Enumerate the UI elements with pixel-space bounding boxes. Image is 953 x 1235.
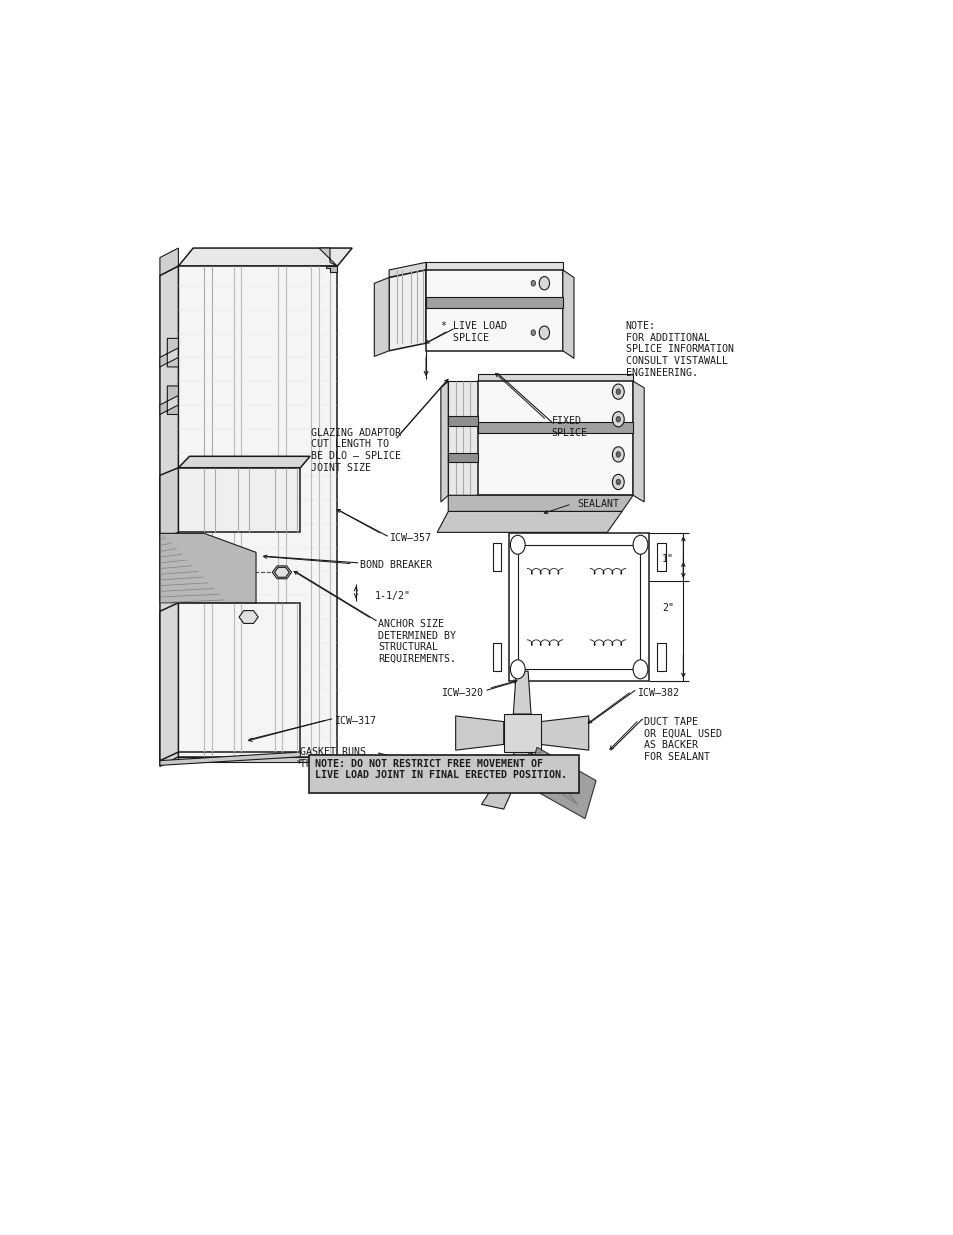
Polygon shape bbox=[448, 495, 633, 511]
Circle shape bbox=[616, 479, 619, 485]
Polygon shape bbox=[517, 545, 639, 669]
Polygon shape bbox=[477, 382, 633, 495]
Polygon shape bbox=[492, 642, 501, 672]
Polygon shape bbox=[272, 566, 292, 579]
Polygon shape bbox=[178, 266, 337, 757]
Polygon shape bbox=[448, 452, 477, 462]
Text: NOTE:
FOR ADDITIONAL
SPLICE INFORMATION
CONSULT VISTAWALL
ENGINEERING.: NOTE: FOR ADDITIONAL SPLICE INFORMATION … bbox=[625, 321, 733, 378]
Polygon shape bbox=[513, 672, 531, 714]
Text: ANCHOR SIZE
DETERMINED BY
STRUCTURAL
REQUIREMENTS.: ANCHOR SIZE DETERMINED BY STRUCTURAL REQ… bbox=[377, 619, 456, 663]
Polygon shape bbox=[178, 468, 300, 532]
Text: ICW–357: ICW–357 bbox=[389, 534, 431, 543]
Polygon shape bbox=[477, 373, 633, 382]
Circle shape bbox=[531, 280, 535, 287]
Circle shape bbox=[633, 659, 647, 679]
Polygon shape bbox=[477, 422, 633, 433]
Text: *: * bbox=[294, 758, 301, 768]
FancyBboxPatch shape bbox=[309, 755, 578, 793]
Polygon shape bbox=[178, 456, 310, 468]
Polygon shape bbox=[436, 511, 621, 532]
Polygon shape bbox=[508, 534, 649, 680]
Circle shape bbox=[510, 535, 524, 555]
Text: BOND BREAKER: BOND BREAKER bbox=[359, 559, 431, 571]
Polygon shape bbox=[562, 270, 574, 358]
Polygon shape bbox=[178, 248, 352, 266]
Circle shape bbox=[612, 447, 623, 462]
Text: FIXED
SPLICE: FIXED SPLICE bbox=[551, 416, 587, 438]
Polygon shape bbox=[529, 752, 577, 804]
Text: GLAZING ADAPTOR
CUT LENGTH TO
BE DLO – SPLICE
JOINT SIZE: GLAZING ADAPTOR CUT LENGTH TO BE DLO – S… bbox=[311, 427, 401, 473]
Polygon shape bbox=[318, 248, 337, 266]
Polygon shape bbox=[426, 270, 562, 351]
Circle shape bbox=[612, 384, 623, 399]
Text: GASKET RUNS
THRU SPLICE JOINT: GASKET RUNS THRU SPLICE JOINT bbox=[300, 747, 402, 769]
Polygon shape bbox=[389, 270, 426, 351]
Polygon shape bbox=[540, 716, 588, 750]
Polygon shape bbox=[426, 298, 562, 308]
Polygon shape bbox=[160, 266, 178, 766]
Text: 1-1/2": 1-1/2" bbox=[374, 592, 410, 601]
Polygon shape bbox=[178, 603, 300, 752]
Circle shape bbox=[612, 474, 623, 489]
Circle shape bbox=[612, 411, 623, 427]
Polygon shape bbox=[239, 610, 258, 624]
Text: DUCT TAPE
OR EQUAL USED
AS BACKER
FOR SEALANT: DUCT TAPE OR EQUAL USED AS BACKER FOR SE… bbox=[643, 716, 721, 762]
Circle shape bbox=[510, 659, 524, 679]
Polygon shape bbox=[448, 416, 477, 426]
Circle shape bbox=[538, 326, 549, 340]
Text: * LIVE LOAD
  SPLICE: * LIVE LOAD SPLICE bbox=[440, 321, 506, 343]
Text: 1": 1" bbox=[661, 555, 673, 564]
Circle shape bbox=[531, 330, 535, 336]
Polygon shape bbox=[656, 543, 665, 572]
Polygon shape bbox=[440, 382, 448, 501]
Polygon shape bbox=[633, 382, 643, 501]
Circle shape bbox=[633, 535, 647, 555]
Text: ICW–317: ICW–317 bbox=[334, 716, 375, 726]
Text: SEALANT: SEALANT bbox=[577, 499, 619, 509]
Polygon shape bbox=[456, 716, 503, 750]
Polygon shape bbox=[326, 266, 337, 272]
Polygon shape bbox=[160, 248, 178, 275]
Circle shape bbox=[538, 277, 549, 290]
Circle shape bbox=[616, 389, 619, 394]
Polygon shape bbox=[160, 534, 255, 603]
Polygon shape bbox=[481, 752, 529, 809]
Text: ICW–320: ICW–320 bbox=[440, 688, 482, 698]
Polygon shape bbox=[448, 382, 477, 495]
Polygon shape bbox=[492, 543, 501, 572]
Polygon shape bbox=[160, 385, 178, 415]
Polygon shape bbox=[160, 752, 300, 766]
Polygon shape bbox=[160, 338, 178, 367]
Polygon shape bbox=[274, 567, 289, 577]
Polygon shape bbox=[525, 747, 596, 819]
Polygon shape bbox=[160, 468, 178, 540]
Text: NOTE: DO NOT RESTRICT FREE MOVEMENT OF
LIVE LOAD JOINT IN FINAL ERECTED POSITION: NOTE: DO NOT RESTRICT FREE MOVEMENT OF L… bbox=[314, 758, 567, 781]
Polygon shape bbox=[656, 642, 665, 672]
Polygon shape bbox=[503, 714, 540, 752]
Polygon shape bbox=[160, 603, 178, 761]
Text: 2": 2" bbox=[661, 604, 673, 614]
Text: ICW–382: ICW–382 bbox=[637, 688, 679, 698]
Polygon shape bbox=[374, 278, 389, 357]
Polygon shape bbox=[426, 262, 562, 270]
Circle shape bbox=[616, 452, 619, 457]
Circle shape bbox=[616, 416, 619, 422]
Polygon shape bbox=[178, 757, 337, 762]
Polygon shape bbox=[389, 262, 426, 278]
